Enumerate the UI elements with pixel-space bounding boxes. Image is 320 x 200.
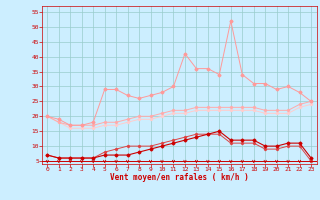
X-axis label: Vent moyen/en rafales ( km/h ): Vent moyen/en rafales ( km/h ) (110, 173, 249, 182)
